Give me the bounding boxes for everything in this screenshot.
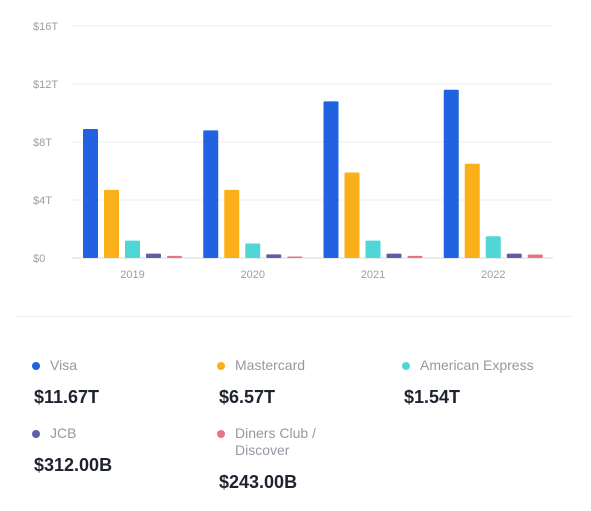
y-tick-label: $16T — [33, 21, 58, 33]
y-tick-label: $12T — [33, 79, 58, 91]
legend-dot-jcb — [32, 430, 40, 438]
y-tick-label: $0 — [33, 253, 45, 265]
bar-diners-club-discover-2020 — [287, 256, 303, 258]
legend-value: $11.67T — [34, 387, 100, 407]
legend-value: $1.54T — [404, 387, 461, 407]
legend-value: $243.00B — [219, 472, 298, 492]
bar-visa-2021 — [323, 101, 339, 259]
bar-chart: $0 $4T $8T $12T $16T 2019 2020 2021 2022 — [33, 21, 553, 281]
legend-item-mastercard: Mastercard $6.57T — [217, 357, 392, 408]
bar-mastercard-2020 — [224, 189, 240, 258]
bar-jcb-2022 — [506, 253, 522, 258]
bar-visa-2020 — [203, 130, 219, 258]
legend-item-american-express: American Express $1.54T — [402, 357, 577, 408]
bar-jcb-2019 — [146, 253, 161, 258]
legend-item-jcb: JCB $312.00B — [32, 425, 207, 476]
legend-label: Diners Club / Discover — [235, 425, 316, 458]
bar-jcb-2021 — [386, 253, 402, 258]
legend-label: Mastercard — [235, 357, 306, 373]
legend-item-visa: Visa $11.67T — [32, 357, 207, 408]
legend-label: Visa — [50, 357, 77, 373]
bar-diners-club-discover-2022 — [527, 254, 543, 258]
legend-item-diners-club-discover: Diners Club / Discover $243.00B — [217, 425, 337, 493]
x-tick-label: 2022 — [481, 269, 505, 281]
legend-label: American Express — [420, 357, 534, 373]
legend-value: $6.57T — [219, 387, 276, 407]
x-tick-label: 2021 — [361, 269, 385, 281]
x-tick-label: 2020 — [241, 269, 265, 281]
legend-dot-diners-club-discover — [217, 430, 225, 438]
legend-dot-visa — [32, 362, 40, 370]
bar-jcb-2020 — [266, 254, 282, 258]
bar-diners-club-discover-2019 — [167, 255, 182, 258]
bar-american-express-2020 — [245, 243, 261, 258]
divider — [16, 316, 572, 317]
bar-diners-club-discover-2021 — [407, 255, 423, 258]
bar-mastercard-2021 — [344, 172, 360, 258]
bar-american-express-2022 — [485, 236, 501, 258]
y-tick-label: $8T — [33, 137, 52, 149]
y-tick-label: $4T — [33, 195, 52, 207]
x-tick-label: 2019 — [120, 269, 144, 281]
bar-visa-2022 — [443, 89, 459, 258]
legend-dot-mastercard — [217, 362, 225, 370]
legend-value: $312.00B — [34, 455, 113, 475]
bar-american-express-2019 — [125, 240, 140, 258]
bar-visa-2019 — [83, 128, 98, 258]
legend-label: JCB — [50, 425, 77, 441]
bar-mastercard-2019 — [104, 189, 119, 258]
bar-mastercard-2022 — [464, 163, 480, 258]
bar-american-express-2021 — [365, 240, 381, 258]
legend-dot-american-express — [402, 362, 410, 370]
